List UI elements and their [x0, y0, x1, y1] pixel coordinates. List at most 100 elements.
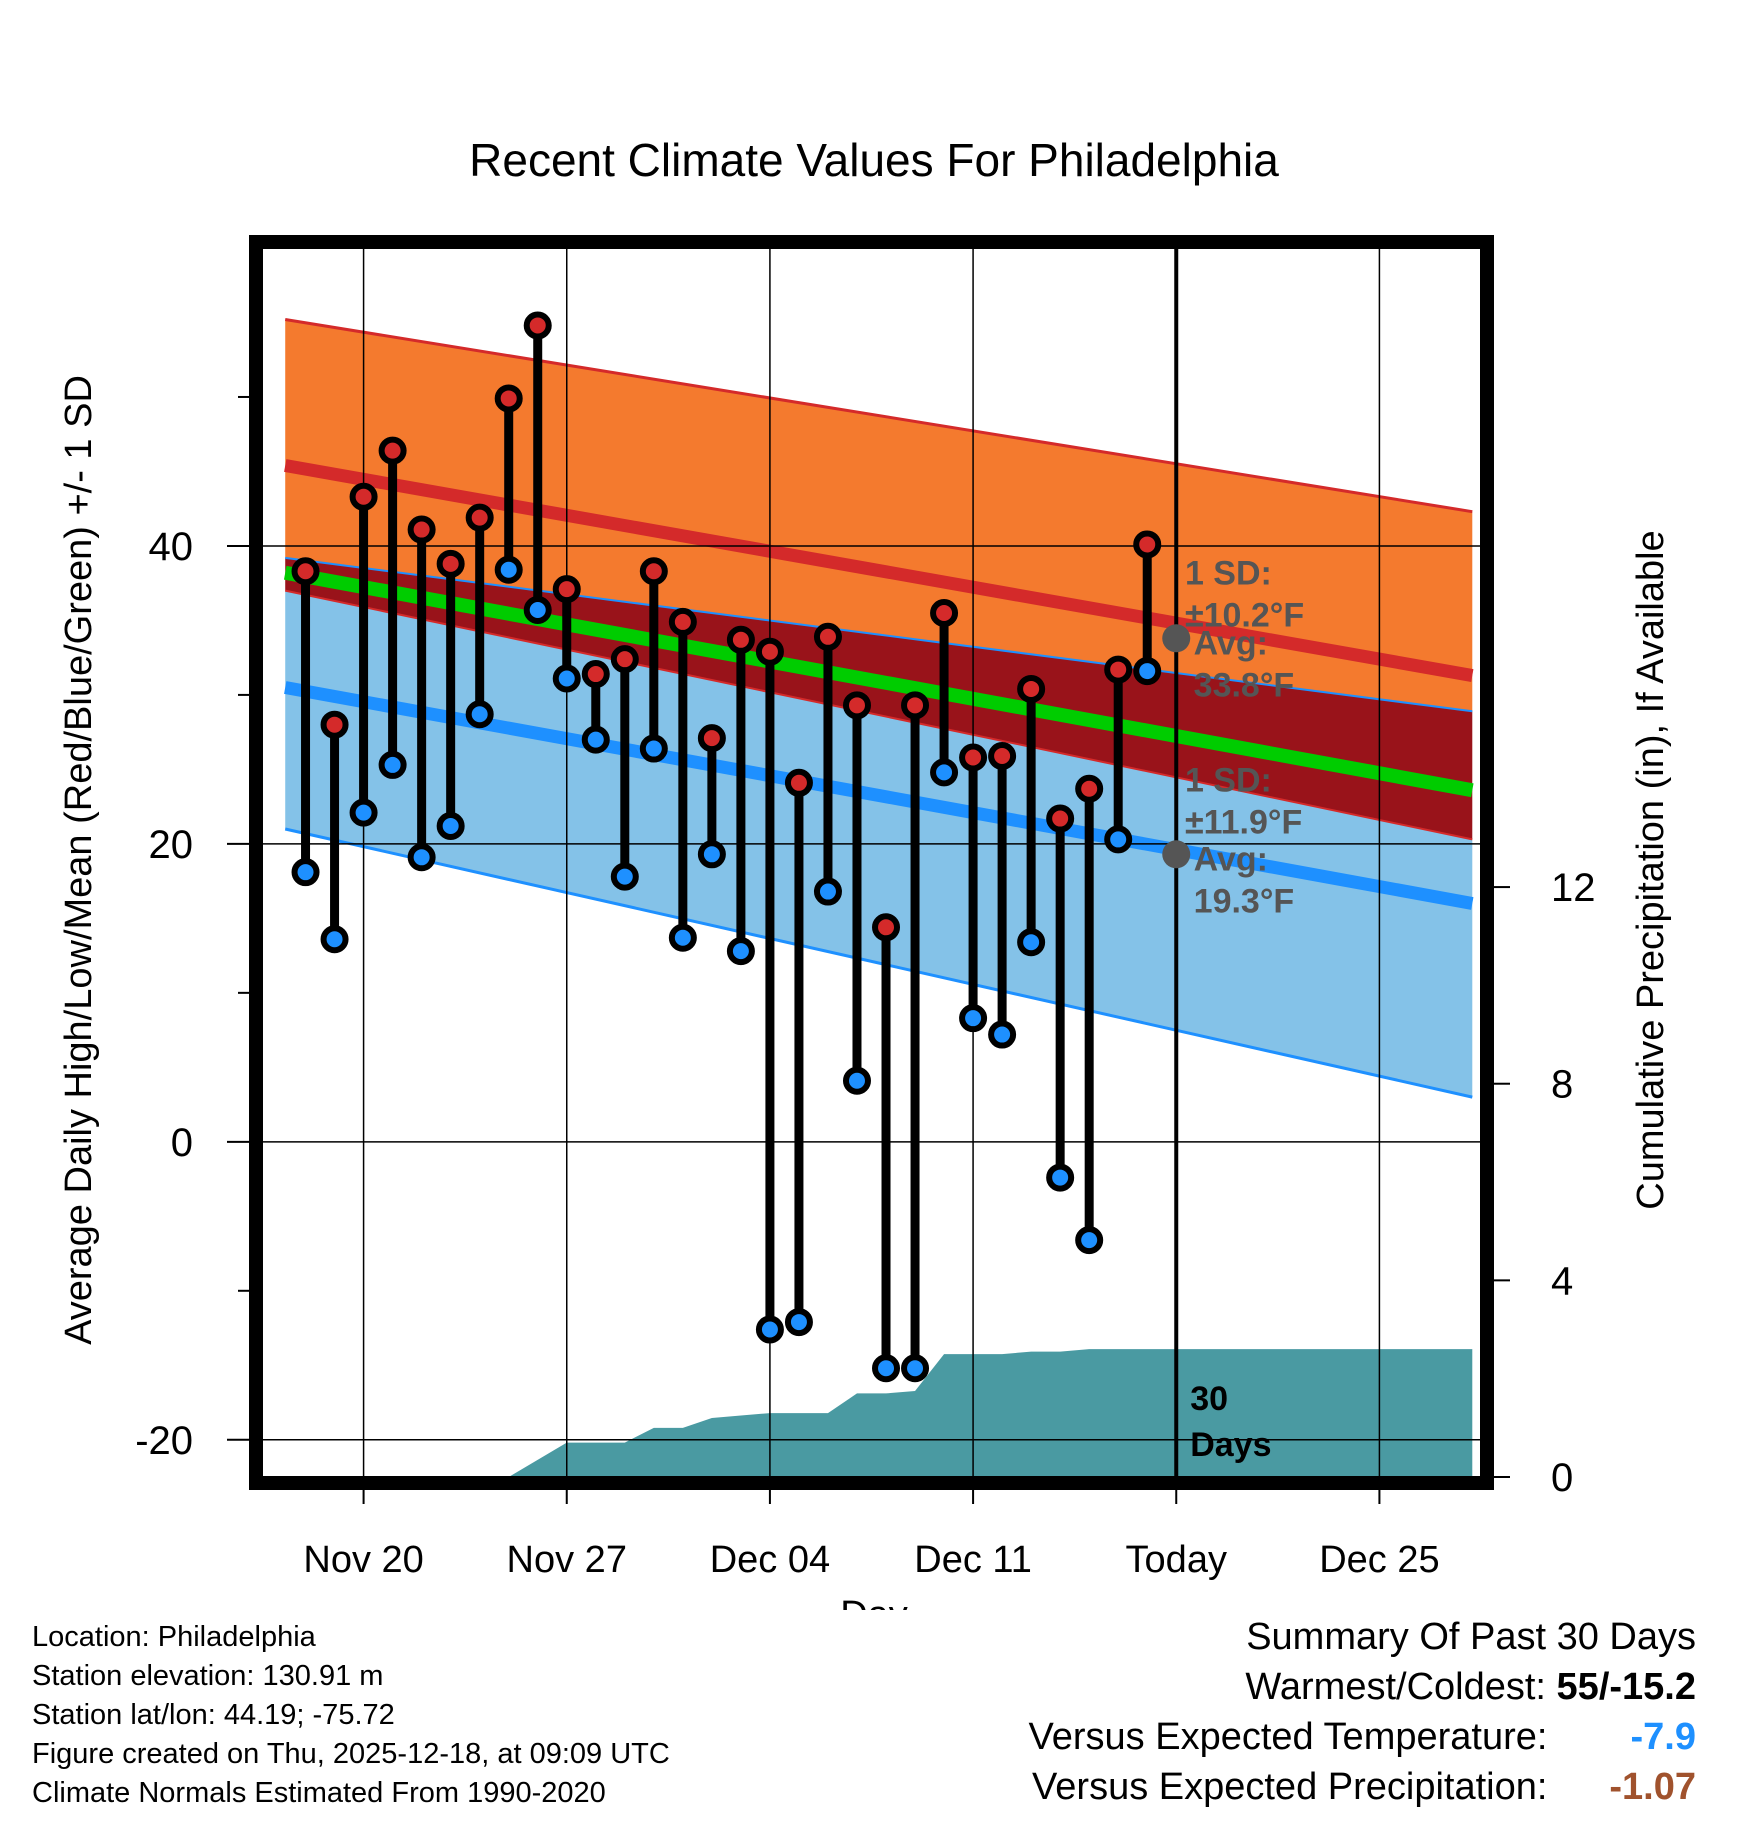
- high-point: [901, 691, 930, 720]
- avg-marker-3: [1162, 840, 1191, 869]
- low-point: [523, 595, 552, 624]
- low-point: [901, 1354, 930, 1383]
- low-point: [1104, 825, 1133, 854]
- high-point: [1075, 774, 1104, 803]
- high-point: [930, 598, 959, 627]
- low-point: [320, 925, 349, 954]
- summary-temp-row: Versus Expected Temperature: -7.9: [1029, 1712, 1696, 1762]
- low-point: [697, 840, 726, 869]
- high-point: [581, 660, 610, 689]
- y2-tick-label: 4: [1551, 1259, 1573, 1303]
- low-point: [407, 843, 436, 872]
- high-point: [988, 741, 1017, 770]
- low-point: [552, 664, 581, 693]
- high-point: [552, 575, 581, 604]
- low-point: [813, 877, 842, 906]
- elevation-text: Station elevation: 130.91 m: [32, 1660, 384, 1692]
- high-point: [726, 625, 755, 654]
- annotation-text-2: 1 SD: ±11.9°F: [1185, 761, 1302, 841]
- y2-tick-label: 8: [1551, 1063, 1573, 1107]
- low-point: [465, 700, 494, 729]
- warmest-label: Warmest/Coldest:: [1245, 1666, 1546, 1708]
- high-point: [959, 743, 988, 772]
- annotation-line: Avg:: [1194, 624, 1268, 662]
- high-point: [378, 436, 407, 465]
- high-point: [436, 549, 465, 578]
- high-point: [872, 913, 901, 942]
- high-point: [755, 637, 784, 666]
- x-tick-label: Dec 25: [1319, 1539, 1439, 1581]
- low-point: [349, 798, 378, 827]
- latlon-text: Station lat/lon: 44.19; -75.72: [32, 1699, 395, 1731]
- high-point: [668, 607, 697, 636]
- x-axis-label: Day: [840, 1594, 908, 1610]
- annotation-line: 1 SD:: [1185, 761, 1272, 799]
- low-point: [784, 1308, 813, 1337]
- low-point: [988, 1020, 1017, 1049]
- warmest-value: 55/-15.2: [1556, 1666, 1696, 1708]
- precip-label: Versus Expected Precipitation:: [1032, 1766, 1548, 1808]
- created-text: Figure created on Thu, 2025-12-18, at 09…: [32, 1738, 670, 1770]
- y-tick-label: -20: [135, 1419, 193, 1463]
- annotation-text-1: Avg: 33.8°F: [1194, 624, 1295, 704]
- annotation-line: Avg:: [1194, 840, 1268, 878]
- high-point: [610, 645, 639, 674]
- summary-precip-row: Versus Expected Precipitation: -1.07: [1029, 1762, 1696, 1812]
- low-point: [291, 858, 320, 887]
- station-info: Location: Philadelphia Station elevation…: [32, 1618, 670, 1813]
- high-point: [1133, 530, 1162, 559]
- high-point: [639, 557, 668, 586]
- low-point: [1075, 1226, 1104, 1255]
- climate-chart: Recent Climate Values For Philadelphia N…: [58, 134, 1672, 1610]
- high-point: [320, 710, 349, 739]
- low-point: [639, 734, 668, 763]
- y-tick-label: 20: [149, 823, 194, 867]
- annotation-line: 33.8°F: [1194, 666, 1295, 704]
- low-point: [1133, 657, 1162, 686]
- temp-value: -7.9: [1630, 1716, 1696, 1758]
- high-point: [349, 482, 378, 511]
- x-tick-label: Nov 27: [507, 1539, 627, 1581]
- low-point: [668, 923, 697, 952]
- low-point: [959, 1004, 988, 1033]
- high-point: [1017, 674, 1046, 703]
- annotation-line: ±10.2°F: [1185, 596, 1304, 634]
- low-point: [726, 937, 755, 966]
- period-label-line: 30: [1190, 1380, 1228, 1418]
- low-point: [872, 1354, 901, 1383]
- low-point: [494, 555, 523, 584]
- x-tick-label: Today: [1126, 1539, 1227, 1581]
- y-tick-label: 0: [171, 1121, 193, 1165]
- low-point: [1046, 1163, 1075, 1192]
- low-point: [436, 812, 465, 841]
- low-point: [378, 750, 407, 779]
- high-point: [842, 691, 871, 720]
- high-point: [407, 515, 436, 544]
- annotation-line: 1 SD:: [1185, 554, 1272, 592]
- period-label-line: Days: [1190, 1426, 1271, 1464]
- x-tick-label: Dec 11: [914, 1539, 1032, 1581]
- temp-label: Versus Expected Temperature:: [1028, 1716, 1548, 1758]
- low-point: [610, 862, 639, 891]
- y2-tick-label: 0: [1551, 1456, 1573, 1500]
- high-point: [494, 384, 523, 413]
- location-text: Location: Philadelphia: [32, 1621, 316, 1653]
- summary-heading: Summary Of Past 30 Days: [1246, 1616, 1696, 1658]
- high-point: [291, 557, 320, 586]
- summary-warmest-row: Warmest/Coldest: 55/-15.2: [1029, 1662, 1696, 1712]
- precipitation-area: [508, 1349, 1473, 1477]
- normals-text: Climate Normals Estimated From 1990-2020: [32, 1777, 606, 1809]
- y-tick-label: 40: [149, 525, 194, 569]
- low-point: [755, 1315, 784, 1344]
- high-upper-line: [284, 318, 1473, 514]
- high-point: [784, 768, 813, 797]
- high-point: [1046, 804, 1075, 833]
- annotation-line: ±11.9°F: [1185, 803, 1302, 841]
- annotation-line: 19.3°F: [1194, 882, 1295, 920]
- y-axis-label: Average Daily High/Low/Mean (Red/Blue/Gr…: [58, 375, 100, 1345]
- chart-title: Recent Climate Values For Philadelphia: [469, 134, 1279, 186]
- high-point: [465, 503, 494, 532]
- y2-axis-label: Cumulative Precipitation (in), If Availa…: [1630, 530, 1672, 1209]
- plot-frame: [249, 235, 1494, 1490]
- avg-marker-1: [1162, 624, 1191, 653]
